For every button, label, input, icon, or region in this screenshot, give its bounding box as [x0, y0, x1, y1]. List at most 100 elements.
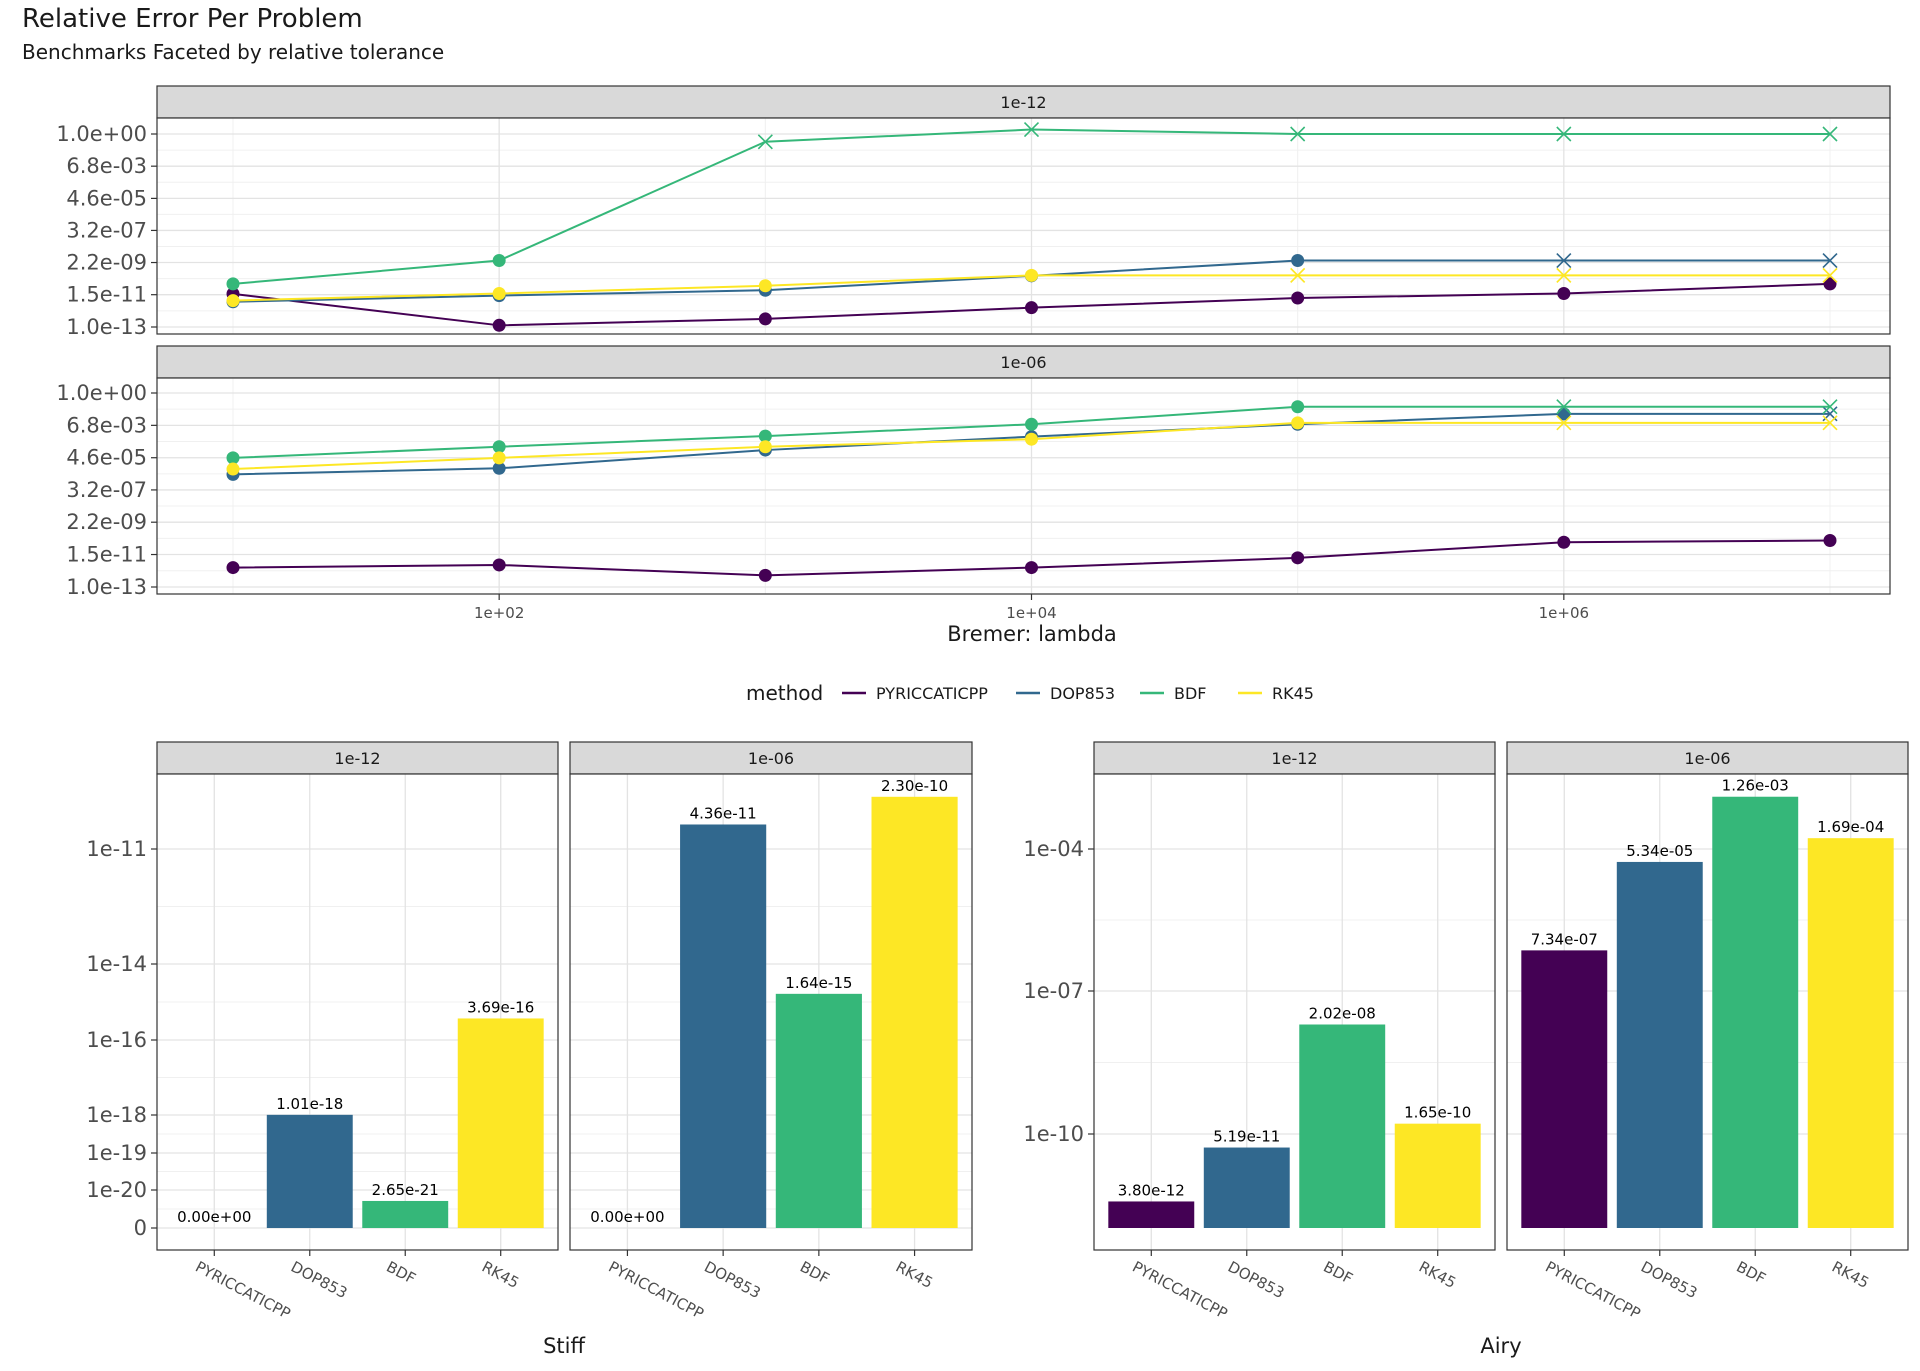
- y-tick-label: 1e-19: [86, 1141, 147, 1165]
- y-tick-label: 4.6e-05: [66, 186, 147, 210]
- bar-value-label: 1.01e-18: [276, 1095, 343, 1113]
- data-point-pyriccaticpp: [1291, 551, 1305, 565]
- x-tick-label-dop853: DOP853: [1225, 1258, 1287, 1303]
- y-tick-label: 1e-07: [1023, 979, 1084, 1003]
- data-point-bdf: [492, 440, 506, 454]
- data-point-x-bdf: [1822, 126, 1838, 142]
- data-point-bdf: [226, 277, 240, 291]
- x-tick-label: 1e+02: [474, 604, 524, 622]
- facet-strip-label: 1e-06: [1000, 353, 1046, 372]
- bar-bdf: [362, 1200, 449, 1228]
- x-tick-label-rk45: RK45: [1829, 1258, 1872, 1292]
- bar-value-label: 1.69e-04: [1817, 818, 1884, 836]
- bar-rk45: [1394, 1123, 1481, 1228]
- data-point-dop853: [492, 461, 506, 475]
- y-tick-label: 1e-16: [86, 1028, 147, 1052]
- data-point-pyriccaticpp: [226, 561, 240, 575]
- data-point-bdf: [226, 451, 240, 465]
- bar-value-label: 7.34e-07: [1531, 930, 1598, 948]
- bar-rk45: [1807, 838, 1894, 1228]
- y-tick-label: 6.8e-03: [66, 413, 147, 437]
- legend-item-rk45: RK45: [1272, 684, 1314, 703]
- panel-border-bar: [156, 773, 559, 1251]
- data-point-x-bdf: [1556, 126, 1572, 142]
- x-tick-label-dop853: DOP853: [701, 1258, 763, 1303]
- x-tick-label-rk45: RK45: [479, 1258, 522, 1292]
- bar-value-label: 2.02e-08: [1309, 1004, 1376, 1022]
- data-point-x-dop853: [1556, 252, 1572, 269]
- bar-dop853: [1616, 861, 1703, 1228]
- bar-value-label: 0.00e+00: [177, 1208, 251, 1226]
- x-tick-label-dop853: DOP853: [288, 1258, 350, 1303]
- x-tick-label-bdf: BDF: [1733, 1258, 1768, 1288]
- x-tick-label-pyriccaticpp: PYRICCATICPP: [1542, 1258, 1643, 1323]
- x-tick-label: 1e+04: [1006, 604, 1056, 622]
- bar-bdf: [1712, 796, 1799, 1228]
- x-axis-title: Stiff: [543, 1334, 585, 1358]
- bar-value-label: 5.34e-05: [1626, 842, 1693, 860]
- bar-bdf: [1299, 1024, 1386, 1228]
- y-tick-label: 1e-04: [1023, 837, 1084, 861]
- data-point-x-bdf: [1556, 399, 1572, 415]
- x-tick-label-bdf: BDF: [1320, 1258, 1355, 1288]
- bar-pyriccaticpp: [1521, 950, 1608, 1228]
- x-axis-title: Airy: [1480, 1334, 1521, 1358]
- legend-item-dop853: DOP853: [1050, 684, 1115, 703]
- facet-strip-label: 1e-12: [1271, 749, 1317, 768]
- data-point-pyriccaticpp: [1557, 535, 1571, 549]
- panel-border-bar: [569, 773, 973, 1251]
- y-tick-label: 3.2e-07: [66, 218, 147, 242]
- data-point-pyriccaticpp: [492, 558, 506, 572]
- data-point-x-rk45: [1556, 267, 1572, 283]
- bar-value-label: 1.65e-10: [1404, 1104, 1471, 1122]
- data-point-rk45: [226, 462, 240, 476]
- x-tick-label-pyriccaticpp: PYRICCATICPP: [606, 1258, 707, 1323]
- panel-border-0: [156, 117, 1891, 335]
- chart-subtitle: Benchmarks Faceted by relative tolerance: [22, 40, 445, 64]
- data-point-pyriccaticpp: [1025, 301, 1038, 315]
- bar-value-label: 3.80e-12: [1118, 1181, 1185, 1199]
- y-tick-label: 1.0e-13: [66, 315, 147, 339]
- bar-value-label: 1.26e-03: [1722, 777, 1789, 795]
- y-tick-label: 1e-14: [86, 952, 147, 976]
- data-point-x-bdf: [1822, 399, 1838, 415]
- panel-border-bar: [1506, 773, 1909, 1251]
- bar-rk45: [457, 1018, 544, 1228]
- x-axis-title: Bremer: lambda: [947, 622, 1117, 646]
- panel-bg-0: [157, 118, 1890, 334]
- x-tick-label-rk45: RK45: [1416, 1258, 1459, 1292]
- data-point-x-rk45: [1822, 267, 1838, 283]
- x-tick-label-bdf: BDF: [797, 1258, 832, 1288]
- data-point-bdf: [1291, 400, 1305, 414]
- x-tick-label-rk45: RK45: [893, 1258, 936, 1292]
- y-tick-label: 1.5e-11: [66, 283, 147, 307]
- data-point-bdf: [492, 254, 506, 268]
- y-tick-label: 1e-20: [86, 1178, 147, 1202]
- data-point-pyriccaticpp: [758, 568, 772, 582]
- facet-strip-label: 1e-06: [748, 749, 794, 768]
- y-tick-label: 2.2e-09: [66, 251, 147, 275]
- x-tick-label: 1e+06: [1539, 604, 1589, 622]
- data-point-x-rk45: [1556, 415, 1572, 431]
- y-tick-label: 1.0e+00: [56, 122, 147, 146]
- y-tick-label: 1.5e-11: [66, 543, 147, 567]
- y-tick-label: 1e-10: [1023, 1122, 1084, 1146]
- facet-strip-label: 1e-12: [1000, 93, 1046, 112]
- data-point-rk45: [492, 287, 506, 301]
- data-point-x-rk45: [1822, 415, 1838, 431]
- y-tick-label: 1.0e-13: [66, 575, 147, 599]
- y-tick-label: 6.8e-03: [66, 154, 147, 178]
- bar-value-label: 2.30e-10: [881, 777, 948, 795]
- data-point-pyriccaticpp: [492, 318, 506, 332]
- bar-rk45: [871, 796, 958, 1228]
- data-point-x-dop853: [1822, 252, 1838, 269]
- panel-border-1: [156, 377, 1891, 595]
- panel-border-bar: [1093, 773, 1496, 1251]
- bar-dop853: [266, 1114, 353, 1228]
- facet-strip-bar: [1093, 741, 1496, 775]
- bar-pyriccaticpp: [1108, 1201, 1195, 1228]
- legend-title: method: [746, 681, 823, 705]
- data-point-dop853: [1291, 254, 1305, 268]
- data-point-pyriccaticpp: [1291, 291, 1305, 305]
- facet-strip-bar: [1506, 741, 1909, 775]
